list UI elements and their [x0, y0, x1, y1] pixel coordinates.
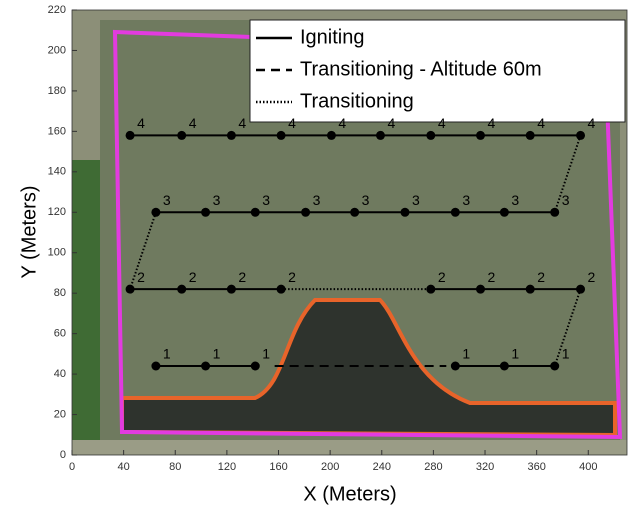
x-tick-label: 120: [218, 461, 236, 473]
y-tick-label: 200: [48, 44, 66, 56]
point-label: 3: [313, 192, 321, 208]
point: [277, 131, 286, 140]
point-label: 4: [238, 115, 246, 131]
point: [526, 131, 535, 140]
point-label: 1: [462, 346, 470, 362]
point-label: 2: [537, 269, 545, 285]
point: [426, 131, 435, 140]
point-label: 1: [262, 346, 270, 362]
point-label: 1: [213, 346, 221, 362]
point-label: 4: [488, 115, 496, 131]
y-tick-label: 80: [54, 287, 66, 299]
point-label: 3: [511, 192, 519, 208]
point-label: 3: [562, 192, 570, 208]
point-label: 2: [588, 269, 596, 285]
point-label: 3: [362, 192, 370, 208]
y-tick-label: 100: [48, 247, 66, 259]
point-label: 3: [213, 192, 221, 208]
y-tick-label: 0: [60, 449, 66, 461]
point: [251, 362, 260, 371]
point: [151, 362, 160, 371]
x-tick-label: 320: [476, 461, 494, 473]
y-axis-label: Y (Meters): [18, 186, 40, 279]
point-label: 2: [238, 269, 246, 285]
point-label: 4: [438, 115, 446, 131]
point-label: 3: [462, 192, 470, 208]
point: [451, 362, 460, 371]
point-label: 4: [137, 115, 145, 131]
legend-label: Transitioning - Altitude 60m: [300, 58, 542, 80]
x-tick-label: 400: [579, 461, 597, 473]
legend: Igniting Transitioning - Altitude 60m Tran…: [250, 20, 625, 122]
x-tick-label: 200: [321, 461, 339, 473]
point-label: 2: [189, 269, 197, 285]
point-label: 1: [562, 346, 570, 362]
point-label: 1: [163, 346, 171, 362]
point: [376, 131, 385, 140]
y-tick-label: 140: [48, 166, 66, 178]
chart: X (Meters) Y (Meters) Igniting Transition…: [0, 0, 633, 511]
point: [526, 285, 535, 294]
point-label: 4: [387, 115, 395, 131]
road: [72, 440, 627, 455]
point: [301, 208, 310, 217]
point: [177, 131, 186, 140]
point: [201, 362, 210, 371]
point-label: 4: [288, 115, 296, 131]
y-tick-label: 120: [48, 206, 66, 218]
y-tick-label: 20: [54, 408, 66, 420]
point: [201, 208, 210, 217]
point-label: 4: [537, 115, 545, 131]
point-label: 2: [288, 269, 296, 285]
y-tick-label: 40: [54, 368, 66, 380]
point-label: 1: [511, 346, 519, 362]
point: [227, 131, 236, 140]
point-label: 2: [137, 269, 145, 285]
point-label: 4: [338, 115, 346, 131]
point-label: 2: [488, 269, 496, 285]
point: [451, 208, 460, 217]
point: [401, 208, 410, 217]
point: [476, 285, 485, 294]
point: [126, 131, 135, 140]
y-tick-label: 60: [54, 328, 66, 340]
x-tick-label: 40: [118, 461, 130, 473]
x-tick-label: 280: [424, 461, 442, 473]
x-tick-label: 160: [269, 461, 287, 473]
point: [177, 285, 186, 294]
point-label: 3: [163, 192, 171, 208]
green-strip: [72, 160, 100, 455]
point-label: 4: [189, 115, 197, 131]
point: [426, 285, 435, 294]
legend-label: Transitioning: [300, 90, 414, 112]
point: [251, 208, 260, 217]
point: [227, 285, 236, 294]
x-axis-label: X (Meters): [303, 483, 396, 505]
point: [500, 208, 509, 217]
y-tick-label: 220: [48, 4, 66, 16]
point: [327, 131, 336, 140]
point: [476, 131, 485, 140]
page: X (Meters) Y (Meters) Igniting Transition…: [0, 0, 633, 516]
x-tick-label: 80: [169, 461, 181, 473]
point-label: 3: [262, 192, 270, 208]
legend-label: Igniting: [300, 26, 365, 48]
y-tick-label: 160: [48, 125, 66, 137]
point-label: 2: [438, 269, 446, 285]
x-tick-label: 0: [69, 461, 75, 473]
point: [350, 208, 359, 217]
x-tick-label: 360: [527, 461, 545, 473]
point-label: 4: [588, 115, 596, 131]
y-tick-label: 180: [48, 85, 66, 97]
x-tick-label: 240: [373, 461, 391, 473]
point: [500, 362, 509, 371]
point-label: 3: [412, 192, 420, 208]
